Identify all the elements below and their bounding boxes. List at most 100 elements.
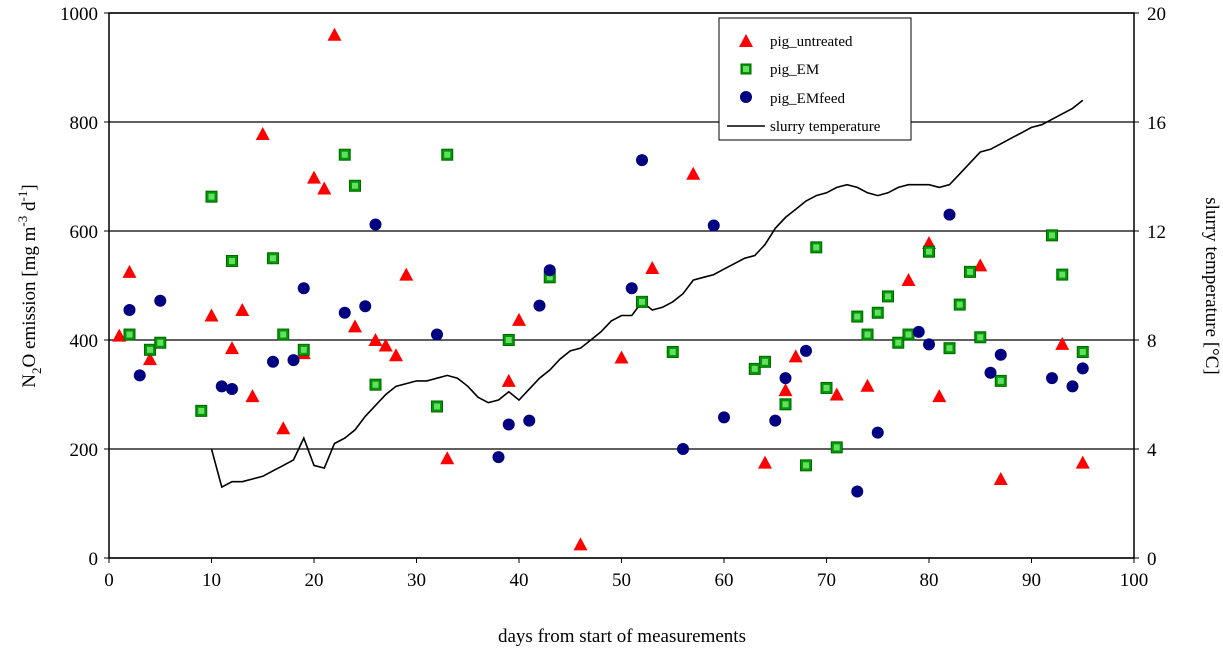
pig-emfeed-point — [779, 372, 792, 385]
pig-em-point-highlight — [833, 444, 840, 451]
pig-untreated-point — [143, 352, 157, 366]
pig-emfeed-point — [871, 426, 884, 439]
x-tick-label: 0 — [104, 570, 114, 591]
pig-untreated-point — [327, 27, 342, 41]
pig-untreated-point — [235, 303, 250, 317]
plot-frame — [108, 12, 1135, 559]
pig-untreated-point — [440, 451, 455, 465]
pig-emfeed-point — [718, 411, 730, 424]
y-tick-label: 400 — [70, 331, 99, 352]
pig-untreated-point — [901, 273, 916, 287]
pig-em-point-highlight — [546, 274, 553, 281]
pig-emfeed-point — [769, 414, 782, 427]
pig-em-point-highlight — [967, 268, 973, 275]
pig-emfeed-point — [492, 451, 505, 464]
pig-emfeed-point — [215, 380, 228, 393]
y-title-end: ] — [19, 184, 40, 190]
pig-emfeed-point — [912, 325, 925, 338]
pig-em-point-highlight — [126, 331, 133, 338]
y-title-mid: d — [19, 201, 40, 216]
x-tick-label: 60 — [715, 570, 734, 591]
x-axis-title: days from start of measurements — [498, 626, 746, 647]
pig-untreated-point — [204, 308, 219, 322]
pig-em-point-highlight — [352, 182, 358, 189]
pig-em-point-highlight — [444, 151, 451, 158]
pig-untreated-point — [245, 389, 260, 403]
pig-untreated-point — [225, 341, 239, 355]
pig-emfeed-point — [123, 304, 136, 317]
pig-em-point-highlight — [956, 301, 963, 308]
pig-untreated-point — [1075, 455, 1090, 469]
pig-emfeed-point — [533, 299, 546, 312]
pig-em-point-highlight — [895, 339, 902, 346]
legend-label-pig-em: pig_EM — [770, 62, 819, 78]
pig-emfeed-point — [800, 344, 812, 357]
y2-tick-label: 12 — [1147, 222, 1166, 243]
pig-emfeed-point — [267, 355, 279, 368]
pig-untreated-point — [348, 319, 362, 333]
pig-emfeed-point — [226, 383, 238, 396]
pig-untreated-point — [645, 261, 660, 275]
pig-untreated-point — [122, 264, 137, 278]
pig-emfeed-point — [677, 443, 689, 455]
pig-emfeed-point — [287, 354, 300, 367]
pig-em-point-highlight — [229, 257, 235, 264]
pig-em-point-highlight — [639, 298, 645, 305]
x-tick-label: 50 — [612, 570, 631, 591]
axis-ticks — [104, 12, 1139, 563]
pig-em-point-highlight — [147, 346, 153, 353]
pig-untreated-point — [276, 421, 291, 435]
pig-emfeed-point — [543, 264, 556, 277]
x-tick-label: 10 — [202, 570, 221, 591]
y2-tick-label: 16 — [1147, 113, 1166, 134]
pig-untreated-point — [614, 350, 629, 364]
x-tick-label: 30 — [407, 570, 426, 591]
pig-em-point-highlight — [813, 244, 820, 251]
pig-untreated-point — [686, 166, 701, 180]
pig-em-point-highlight — [434, 403, 440, 410]
pig-untreated-point — [389, 348, 403, 362]
pig-emfeed-point — [851, 485, 864, 498]
pig-em-point-highlight — [751, 365, 758, 372]
legend-circle-icon — [740, 91, 752, 103]
pig-em-point-highlight — [782, 401, 789, 408]
pig-em-point-highlight — [505, 337, 512, 343]
pig-em-point-highlight — [341, 151, 348, 158]
pig-em-point-highlight — [854, 313, 861, 320]
pig-untreated-point — [829, 387, 844, 401]
y-tick-label: 1000 — [60, 4, 98, 25]
pig-emfeed-point — [359, 300, 372, 313]
pig-untreated-point — [255, 126, 270, 140]
legend-square-icon-highlight — [743, 66, 749, 72]
legend-label-pig-untreated: pig_untreated — [770, 34, 853, 50]
pig-emfeed-point — [625, 282, 638, 295]
pig-untreated-point — [573, 537, 588, 551]
pig-em-point-highlight — [905, 331, 912, 338]
pig-emfeed-point — [502, 418, 515, 431]
pig-em-point-highlight — [270, 255, 276, 262]
pig-emfeed-point — [154, 294, 167, 307]
pig-emfeed-point — [1066, 380, 1079, 393]
pig-untreated-point — [860, 378, 875, 392]
data-markers — [112, 27, 1090, 551]
y2-axis-title: slurry temperature [°C] — [1201, 197, 1222, 374]
y2-tick-label: 0 — [1147, 549, 1157, 570]
y-tick-label: 200 — [70, 440, 99, 461]
pig-untreated-point — [399, 267, 414, 281]
pig-untreated-point — [778, 383, 793, 397]
pig-emfeed-point — [297, 282, 310, 295]
pig-em-point-highlight — [874, 309, 881, 316]
pig-emfeed-point — [369, 218, 382, 231]
pig-em-point-highlight — [1059, 271, 1066, 278]
pig-em-point-highlight — [762, 358, 768, 365]
x-tick-labels: 0 10 20 30 40 50 60 70 80 90 100 — [104, 570, 1148, 591]
pig-untreated-point — [317, 181, 332, 195]
pig-untreated-point — [973, 258, 988, 272]
pig-emfeed-point — [338, 306, 351, 319]
y-tick-label: 800 — [70, 113, 99, 134]
pig-em-point-highlight — [280, 331, 287, 338]
pig-emfeed-point — [994, 348, 1007, 361]
y-title-sup1: -3 — [15, 216, 30, 227]
y2-tick-label: 8 — [1147, 331, 1157, 352]
